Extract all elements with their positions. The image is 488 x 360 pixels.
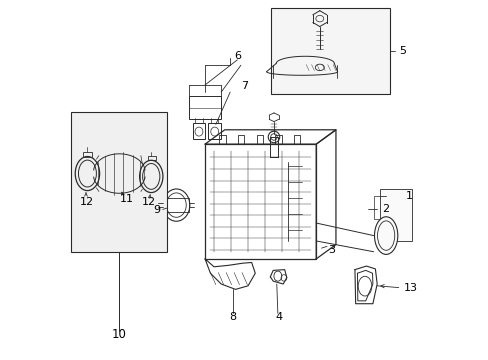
- Text: 12: 12: [80, 197, 94, 207]
- Bar: [147, 156, 155, 160]
- Bar: [379, 189, 411, 241]
- Bar: [271, 8, 389, 94]
- Bar: [208, 123, 221, 139]
- Bar: [269, 137, 278, 157]
- Bar: [188, 96, 221, 119]
- Text: 13: 13: [403, 283, 417, 293]
- Text: 3: 3: [327, 245, 334, 255]
- Text: 8: 8: [229, 312, 236, 322]
- Text: 10: 10: [112, 328, 126, 341]
- Bar: [373, 196, 402, 220]
- Bar: [192, 123, 205, 139]
- Text: 1: 1: [405, 191, 412, 201]
- Bar: [83, 152, 92, 157]
- Text: 9: 9: [153, 206, 160, 216]
- Text: 12: 12: [141, 197, 155, 207]
- Ellipse shape: [374, 217, 397, 255]
- Text: 5: 5: [398, 46, 405, 56]
- Text: 2: 2: [382, 204, 389, 214]
- Bar: [70, 112, 167, 252]
- Text: 4: 4: [274, 312, 282, 322]
- Text: 6: 6: [233, 51, 240, 61]
- Bar: [163, 198, 189, 212]
- Text: 11: 11: [120, 194, 134, 204]
- Text: 7: 7: [241, 81, 247, 91]
- Bar: [204, 144, 316, 259]
